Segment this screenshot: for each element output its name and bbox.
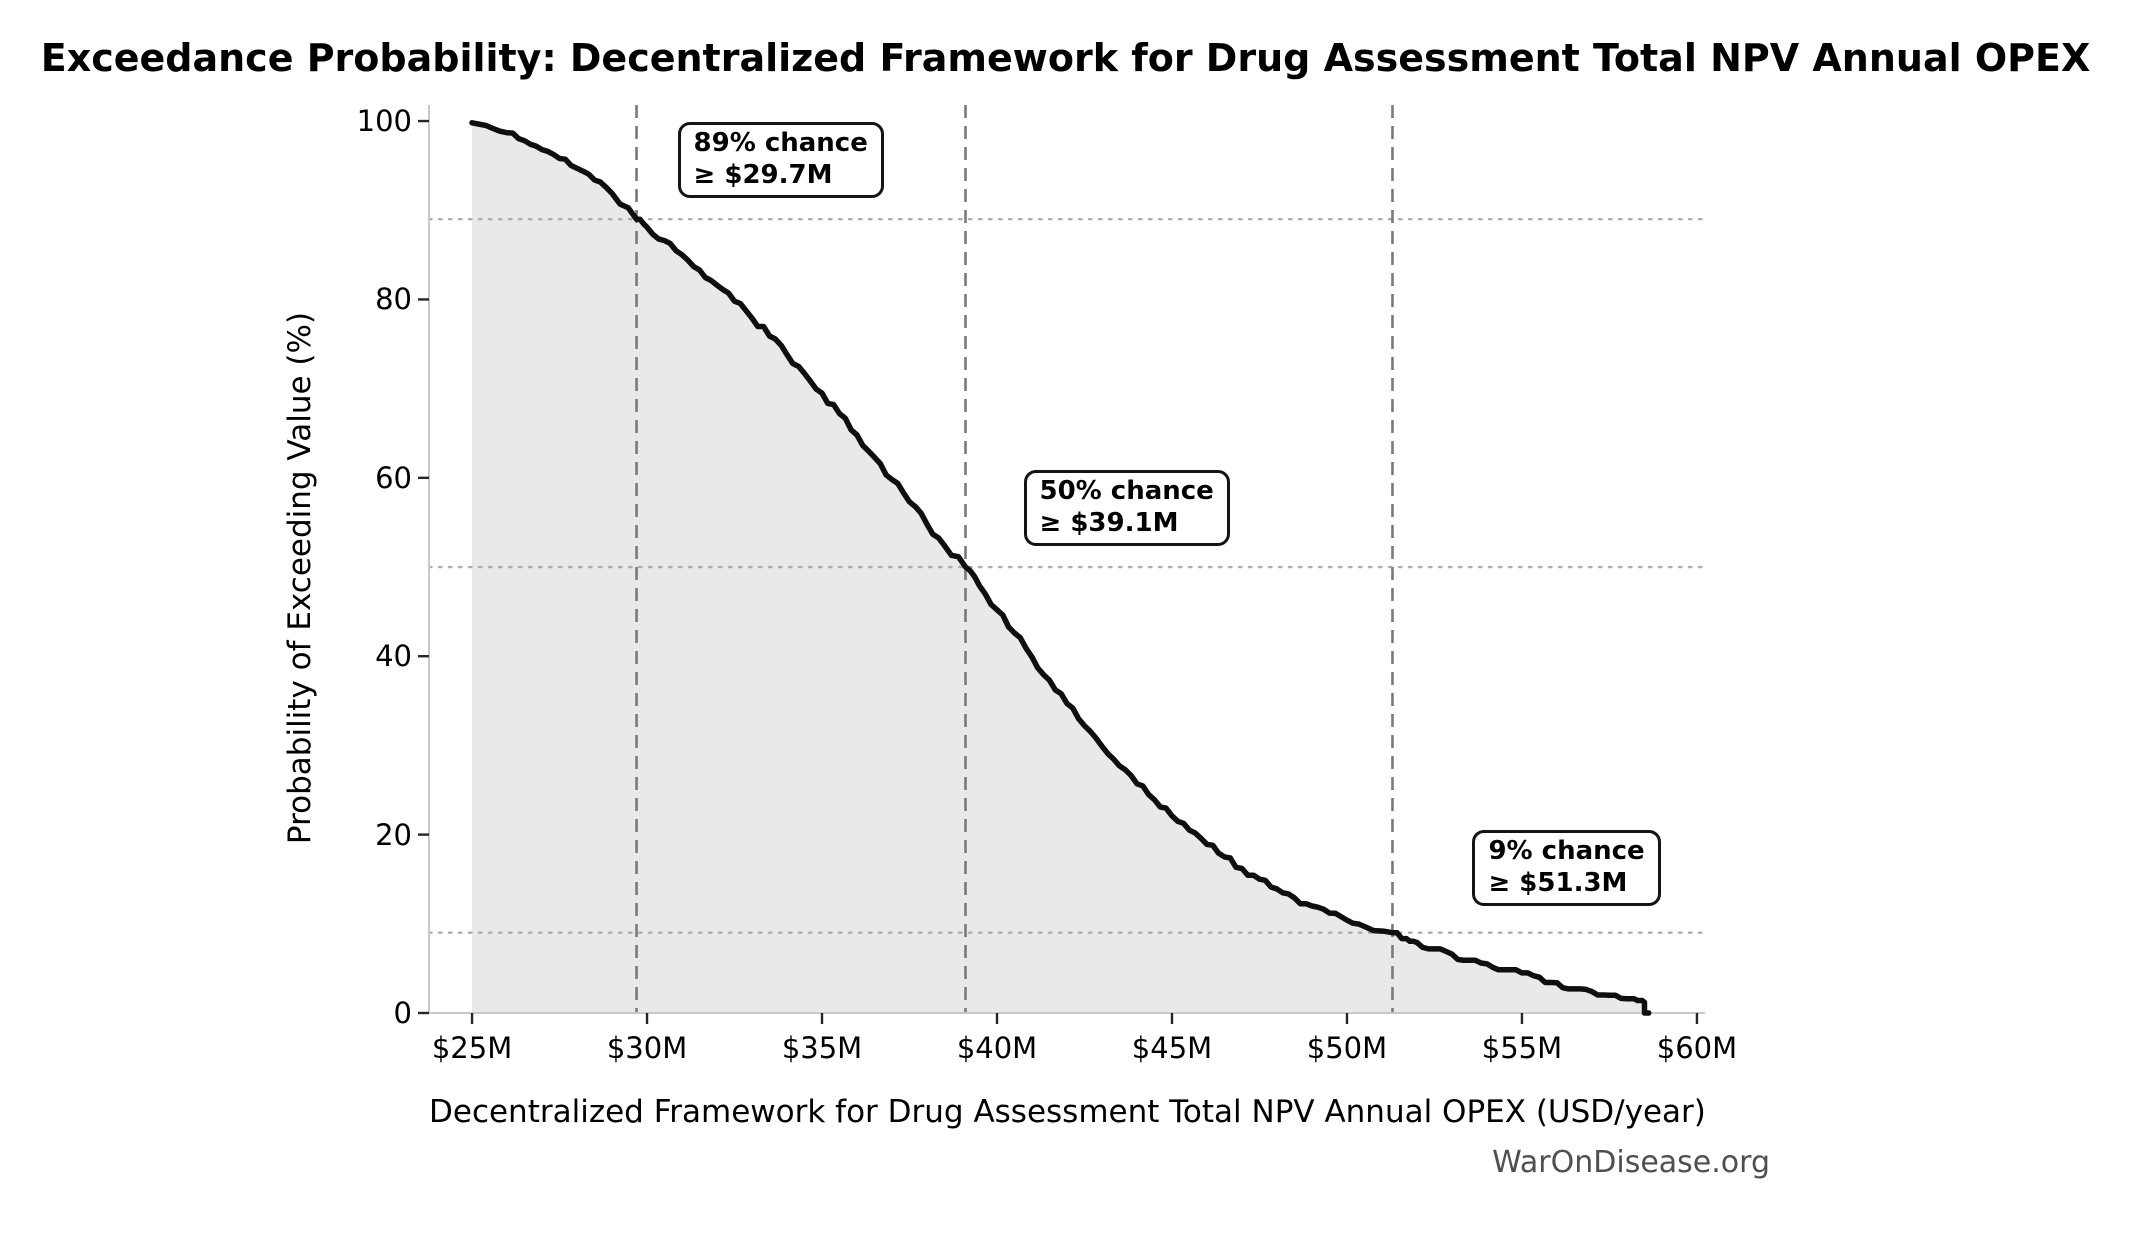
exceedance-area-fill — [472, 122, 1649, 1014]
annotation-50pct-box: 50% chance ≥ $39.1M — [1023, 470, 1230, 547]
annotation-chance-text: 50% chance — [1039, 476, 1214, 507]
y-tick-label-40: 40 — [375, 639, 412, 674]
exceedance-curve — [469, 120, 1652, 1016]
chart-title: Exceedance Probability: Decentralized Fr… — [40, 36, 2091, 80]
annotation-chance-text: 9% chance — [1488, 835, 1645, 866]
x-tick-label-$30M: $30M — [606, 1031, 688, 1065]
x-tick-label-$45M: $45M — [1131, 1031, 1213, 1065]
x-tick-label-$60M: $60M — [1656, 1031, 1738, 1065]
annotation-value-text: ≥ $29.7M — [693, 160, 833, 191]
annotation-value-text: ≥ $51.3M — [1488, 867, 1628, 898]
y-tick-label-100: 100 — [356, 104, 412, 139]
y-tick-label-20: 20 — [375, 817, 412, 852]
y-tick-label-80: 80 — [375, 282, 412, 317]
y-axis-label: Probability of Exceeding Value (%) — [282, 311, 318, 845]
watermark-text: WarOnDisease.org — [1492, 1145, 1770, 1180]
annotation-89pct-box: 89% chance ≥ $29.7M — [677, 122, 884, 199]
x-tick-label-$55M: $55M — [1481, 1031, 1563, 1065]
y-tick-label-0: 0 — [393, 996, 412, 1030]
annotation-value-text: ≥ $39.1M — [1039, 508, 1179, 539]
y-tick-label-60: 60 — [375, 460, 412, 495]
x-tick-label-$35M: $35M — [781, 1031, 863, 1065]
annotation-9pct-box: 9% chance ≥ $51.3M — [1472, 829, 1661, 906]
x-tick-label-$25M: $25M — [431, 1031, 513, 1065]
x-tick-label-$40M: $40M — [956, 1031, 1038, 1065]
annotation-chance-text: 89% chance — [693, 128, 868, 159]
x-axis-label: Decentralized Framework for Drug Assessm… — [429, 1094, 1706, 1130]
x-tick-label-$50M: $50M — [1306, 1031, 1388, 1065]
